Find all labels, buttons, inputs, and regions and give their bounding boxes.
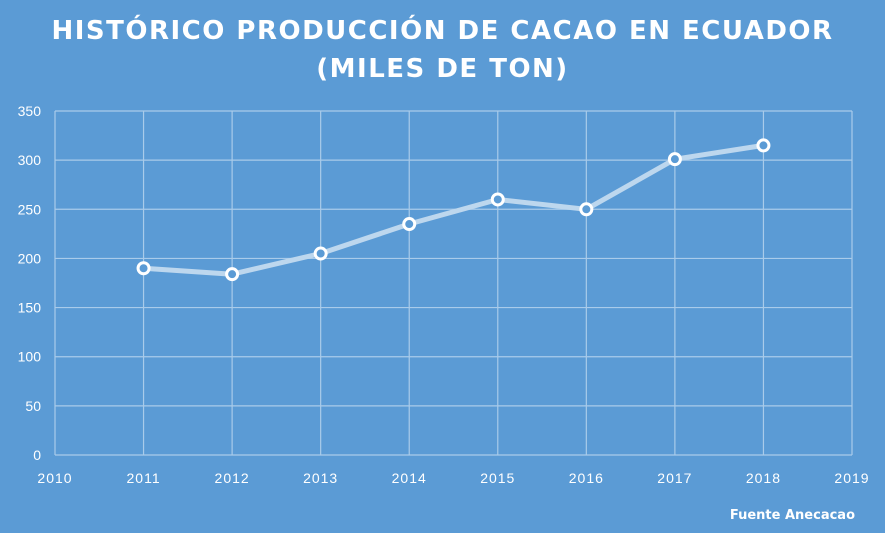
chart-title-line-1: HISTÓRICO PRODUCCIÓN DE CACAO EN ECUADOR [51,16,834,46]
data-point [667,152,682,167]
data-point [136,261,151,276]
y-tick-label: 50 [25,398,41,414]
x-tick-label: 2019 [834,470,869,486]
x-tick-label: 2018 [746,470,781,486]
y-tick-label: 350 [18,103,42,119]
x-tick-label: 2015 [480,470,515,486]
data-point [756,138,771,153]
source-note: Fuente Anecacao [729,508,855,523]
x-tick-label: 2013 [303,470,338,486]
data-point [579,202,594,217]
y-tick-label: 300 [18,152,42,168]
y-tick-label: 250 [18,201,42,217]
chart-title-line-2: (MILES DE TON) [316,54,569,84]
x-tick-label: 2016 [569,470,604,486]
data-point [313,246,328,261]
y-tick-label: 100 [18,349,42,365]
x-tick-label: 2017 [657,470,692,486]
y-tick-label: 150 [18,300,42,316]
series-line [141,142,766,277]
data-point [490,192,505,207]
y-tick-label: 200 [18,250,42,266]
data-point [402,217,417,232]
data-point [225,267,240,282]
y-tick-label: 0 [33,447,41,463]
x-tick-label: 2010 [37,470,72,486]
x-tick-label: 2011 [127,470,161,486]
x-tick-label: 2014 [392,470,427,486]
x-tick-label: 2012 [215,470,250,486]
